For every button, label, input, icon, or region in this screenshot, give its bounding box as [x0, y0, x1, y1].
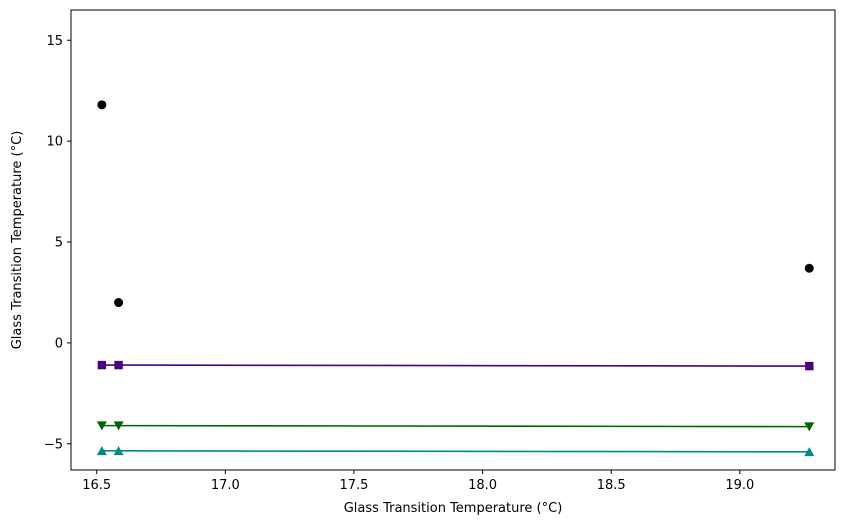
series-3 — [96, 421, 815, 432]
series-2 — [97, 360, 814, 371]
y-axis-label: Glass Transition Temperature (°C) — [10, 131, 25, 350]
y-tick-label: 10 — [46, 135, 63, 150]
data-point — [96, 421, 107, 431]
data-point — [97, 100, 107, 110]
data-point — [96, 446, 107, 456]
data-point — [805, 361, 814, 371]
x-tick-label: 19.0 — [725, 478, 754, 493]
series-line — [101, 450, 810, 453]
y-axis-ticks: −5 0 5 10 15 — [44, 34, 71, 452]
series-4 — [96, 446, 815, 457]
data-point — [804, 422, 815, 432]
series-line — [101, 424, 810, 428]
x-tick-label: 18.5 — [597, 478, 626, 493]
data-point — [804, 447, 815, 457]
x-tick-label: 17.0 — [211, 478, 240, 493]
data-point — [113, 446, 124, 456]
data-point — [114, 298, 124, 308]
y-tick-label: −5 — [44, 437, 63, 452]
y-tick-label: 15 — [46, 34, 63, 49]
x-axis-label: Glass Transition Temperature (°C) — [344, 501, 563, 516]
data-point — [97, 360, 107, 370]
x-tick-label: 17.5 — [339, 478, 368, 493]
x-axis-ticks: 16.5 17.0 17.5 18.0 18.5 19.0 — [82, 470, 754, 493]
data-point — [113, 421, 124, 431]
series-1 — [97, 100, 814, 308]
x-tick-label: 16.5 — [82, 478, 111, 493]
series-line — [101, 364, 810, 367]
data-point — [114, 360, 123, 370]
x-tick-label: 18.0 — [468, 478, 497, 493]
y-tick-label: 0 — [55, 336, 63, 351]
data-point — [804, 263, 814, 273]
series-layer — [96, 100, 815, 457]
y-tick-label: 5 — [55, 236, 63, 251]
plot-area — [70, 9, 836, 471]
